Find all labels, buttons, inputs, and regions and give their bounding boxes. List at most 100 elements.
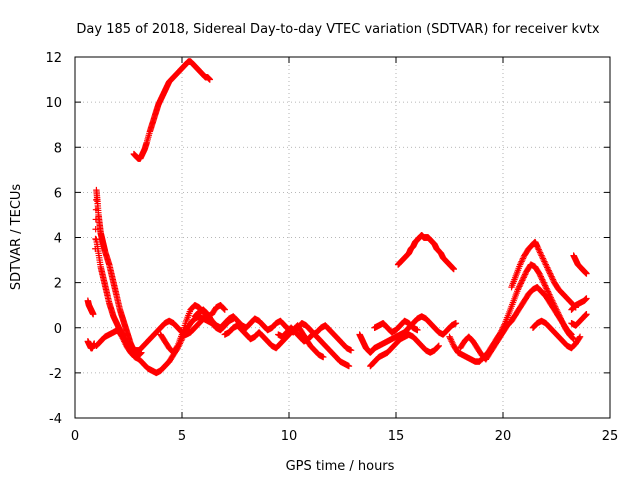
data-point (516, 281, 524, 289)
data-points (84, 58, 590, 377)
chart-title: Day 185 of 2018, Sidereal Day-to-day VTE… (76, 22, 599, 37)
data-point (549, 274, 556, 282)
y-tick-label: 2 (54, 277, 62, 292)
data-point (518, 258, 525, 265)
data-point (450, 265, 457, 273)
series-arc-l (356, 313, 460, 356)
data-point (447, 336, 455, 343)
data-point (546, 268, 553, 276)
series-arc-o (394, 232, 457, 273)
x-tick-label: 0 (71, 429, 79, 444)
data-point (542, 283, 549, 291)
data-point (543, 285, 550, 292)
data-point (518, 278, 525, 286)
data-point (536, 249, 544, 256)
data-point (538, 274, 545, 282)
data-point (347, 347, 355, 354)
y-tick-label: 4 (54, 232, 62, 247)
series-arc-n (371, 317, 421, 336)
data-point (519, 255, 527, 262)
data-point (566, 329, 574, 337)
series-arc-q (457, 283, 575, 363)
data-point (516, 261, 524, 268)
data-point (121, 338, 128, 345)
data-point (583, 270, 590, 277)
data-point (547, 271, 554, 279)
series-arc-u (568, 295, 590, 313)
data-point (539, 255, 547, 262)
x-tick-label: 5 (178, 429, 186, 444)
data-point (541, 282, 549, 289)
data-point (542, 261, 549, 268)
x-axis-label: GPS time / hours (286, 459, 395, 474)
data-point (118, 333, 126, 340)
data-point (539, 276, 546, 283)
x-tick-label: 10 (281, 429, 298, 444)
x-tick-label: 20 (495, 429, 512, 444)
data-point (449, 339, 456, 346)
data-point (545, 267, 552, 274)
data-point (517, 280, 525, 287)
data-point (549, 276, 557, 283)
data-point (320, 353, 327, 361)
series-arc-s (529, 317, 584, 352)
data-point (220, 304, 227, 312)
data-point (521, 272, 528, 280)
ticks: 0 5 10 15 20 25 -4 -2 0 2 4 6 8 10 12 (45, 51, 618, 444)
data-point (92, 226, 99, 233)
series-arc-v (568, 311, 590, 329)
series-arc-a (84, 297, 97, 318)
series-arc-r (508, 238, 579, 311)
data-point (517, 259, 525, 267)
data-point (539, 253, 546, 261)
data-point (435, 342, 442, 349)
data-point (206, 76, 214, 83)
data-point (544, 264, 551, 271)
data-point (119, 335, 126, 342)
data-point (535, 246, 542, 253)
series-arc-i (191, 306, 353, 370)
y-tick-label: 6 (54, 186, 62, 201)
y-tick-label: -2 (49, 367, 62, 382)
data-point (583, 311, 590, 318)
series-arc-h (130, 58, 214, 162)
data-point (541, 280, 548, 288)
data-point (220, 305, 228, 313)
y-tick-label: 10 (45, 96, 62, 111)
series-arc-f (127, 313, 211, 354)
data-point (583, 295, 590, 302)
data-point (534, 243, 541, 250)
data-point (519, 275, 527, 283)
data-point (519, 277, 526, 284)
y-tick-label: -4 (49, 412, 62, 427)
data-point (544, 286, 551, 294)
data-point (537, 273, 545, 280)
data-point (452, 320, 460, 327)
data-point (544, 265, 552, 273)
data-point (536, 270, 543, 277)
data-point (448, 338, 455, 345)
y-axis-label: SDTVAR / TECUs (9, 184, 24, 291)
series-arc-t (570, 252, 590, 277)
data-point (516, 283, 523, 290)
data-point (545, 289, 552, 297)
y-tick-label: 0 (54, 322, 62, 337)
data-point (538, 252, 545, 259)
data-point (345, 362, 353, 370)
series-arc-m (367, 331, 442, 370)
grid (75, 57, 610, 418)
data-point (515, 284, 522, 292)
data-point (120, 336, 127, 343)
data-point (446, 333, 453, 340)
data-point (536, 271, 544, 279)
y-tick-label: 12 (45, 51, 62, 66)
data-point (568, 334, 576, 341)
y-tick-label: 8 (54, 141, 62, 156)
data-point (541, 259, 549, 267)
data-point (414, 326, 421, 334)
data-point (576, 333, 584, 340)
data-point (434, 343, 442, 350)
data-point (540, 279, 547, 286)
data-point (548, 273, 555, 280)
